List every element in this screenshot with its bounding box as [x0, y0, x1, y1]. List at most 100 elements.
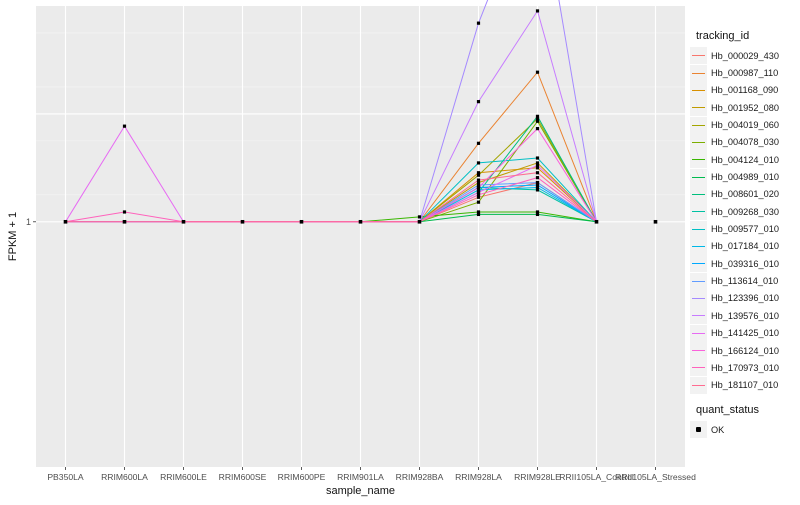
data-point	[476, 141, 481, 145]
legend-label: Hb_008601_020	[711, 189, 779, 200]
legend-item: Hb_000987_110	[690, 64, 796, 82]
legend-line-icon	[692, 280, 705, 282]
data-point	[535, 183, 540, 187]
data-point	[476, 190, 481, 194]
legend-line-icon	[692, 384, 705, 386]
data-point	[535, 210, 540, 214]
legend-key	[690, 376, 707, 394]
legend-item: Hb_123396_010	[690, 289, 796, 307]
legend-key	[690, 237, 707, 255]
data-point-ok	[181, 219, 186, 224]
legend-label: Hb_017184_010	[711, 241, 779, 252]
data-point-ok	[240, 219, 245, 224]
legend-item: Hb_004078_030	[690, 133, 796, 151]
data-point	[535, 180, 540, 185]
data-point	[535, 171, 540, 175]
legend-key	[690, 272, 707, 290]
data-point-ok	[122, 219, 127, 224]
data-point	[476, 21, 481, 25]
data-point	[535, 127, 540, 131]
legend-line-icon	[692, 141, 705, 143]
legend-key	[690, 255, 707, 273]
legend-title: tracking_id	[696, 30, 750, 42]
legend-label: Hb_001168_090	[711, 85, 779, 96]
legend-label-ok: OK	[711, 424, 725, 435]
legend-item-ok: OK	[690, 421, 759, 439]
legend-key	[690, 359, 707, 377]
legend-line-icon	[692, 350, 705, 352]
legend-line-icon	[692, 228, 705, 230]
data-point	[476, 100, 481, 104]
legend-key	[690, 289, 707, 307]
point-marker-icon	[696, 427, 701, 433]
legend-item: Hb_009577_010	[690, 220, 796, 238]
data-point	[476, 210, 481, 214]
legend-tracking-id: tracking_id Hb_000029_430 Hb_000987_110 Hb…	[690, 30, 796, 394]
x-tick-label: RRIM928LE	[514, 472, 561, 482]
legend-item: Hb_001168_090	[690, 81, 796, 99]
legend-key	[690, 47, 707, 65]
legend-item: Hb_001952_080	[690, 99, 796, 117]
data-point	[476, 195, 481, 199]
legend-line-icon	[692, 211, 705, 213]
legend-item: Hb_039316_010	[690, 255, 796, 273]
x-tick-label: RRII105LA_Control	[559, 472, 634, 482]
data-point	[535, 117, 540, 121]
legend-key	[690, 220, 707, 238]
data-point	[476, 185, 481, 190]
legend-key	[690, 116, 707, 134]
data-point	[535, 156, 540, 160]
x-tick-label: RRIM928BA	[396, 472, 444, 482]
x-tick-label: RRIM928LA	[455, 472, 502, 482]
legend-items: Hb_000029_430 Hb_000987_110 Hb_001168_090 H…	[690, 47, 796, 394]
legend-line-icon	[692, 367, 705, 369]
legend-key	[690, 64, 707, 82]
legend-line-icon	[692, 107, 705, 109]
x-tick-label: RRIM600LE	[160, 472, 207, 482]
legend-label: Hb_009268_030	[711, 206, 779, 217]
data-point	[535, 114, 540, 118]
x-tick-label: PB350LA	[47, 472, 84, 482]
x-tick-label: RRIM901LA	[337, 472, 384, 482]
data-point	[476, 161, 481, 165]
data-point	[535, 166, 540, 170]
legend-item: Hb_139576_010	[690, 307, 796, 325]
legend-key	[690, 342, 707, 360]
data-point	[476, 178, 481, 182]
legend-item: Hb_170973_010	[690, 359, 796, 377]
legend-item: Hb_004124_010	[690, 151, 796, 169]
legend-item: Hb_017184_010	[690, 237, 796, 255]
data-point	[476, 173, 481, 177]
data-point	[122, 124, 127, 128]
legend-item: Hb_008601_020	[690, 185, 796, 203]
legend-key	[690, 99, 707, 117]
x-tick-label: RRIM600SE	[219, 472, 267, 482]
legend-item: Hb_004989_010	[690, 168, 796, 186]
legend-label: Hb_170973_010	[711, 362, 779, 373]
data-point	[535, 185, 540, 190]
data-point	[535, 9, 540, 13]
data-point	[535, 161, 540, 165]
legend-line-icon	[692, 315, 705, 317]
legend-key	[690, 168, 707, 186]
legend-line-icon	[692, 176, 705, 178]
data-point	[535, 176, 540, 180]
legend-line-icon	[692, 159, 705, 161]
series-line-hb-181107-010	[65, 172, 597, 223]
legend-key	[690, 307, 707, 325]
legend-line-icon	[692, 245, 705, 247]
data-point	[535, 163, 540, 167]
data-point	[535, 119, 540, 123]
legend-item: Hb_166124_010	[690, 342, 796, 360]
legend-item: Hb_113614_010	[690, 272, 796, 290]
legend-key	[690, 203, 707, 221]
data-point	[476, 193, 481, 197]
legend-item: Hb_004019_060	[690, 116, 796, 134]
data-point	[476, 183, 481, 187]
legend-key	[690, 81, 707, 99]
legend-label: Hb_000987_110	[711, 68, 779, 79]
y-axis-title: FPKM + 1	[7, 212, 19, 261]
data-point	[476, 171, 481, 175]
data-point	[535, 212, 540, 217]
y-tick-label: 1	[26, 217, 31, 227]
